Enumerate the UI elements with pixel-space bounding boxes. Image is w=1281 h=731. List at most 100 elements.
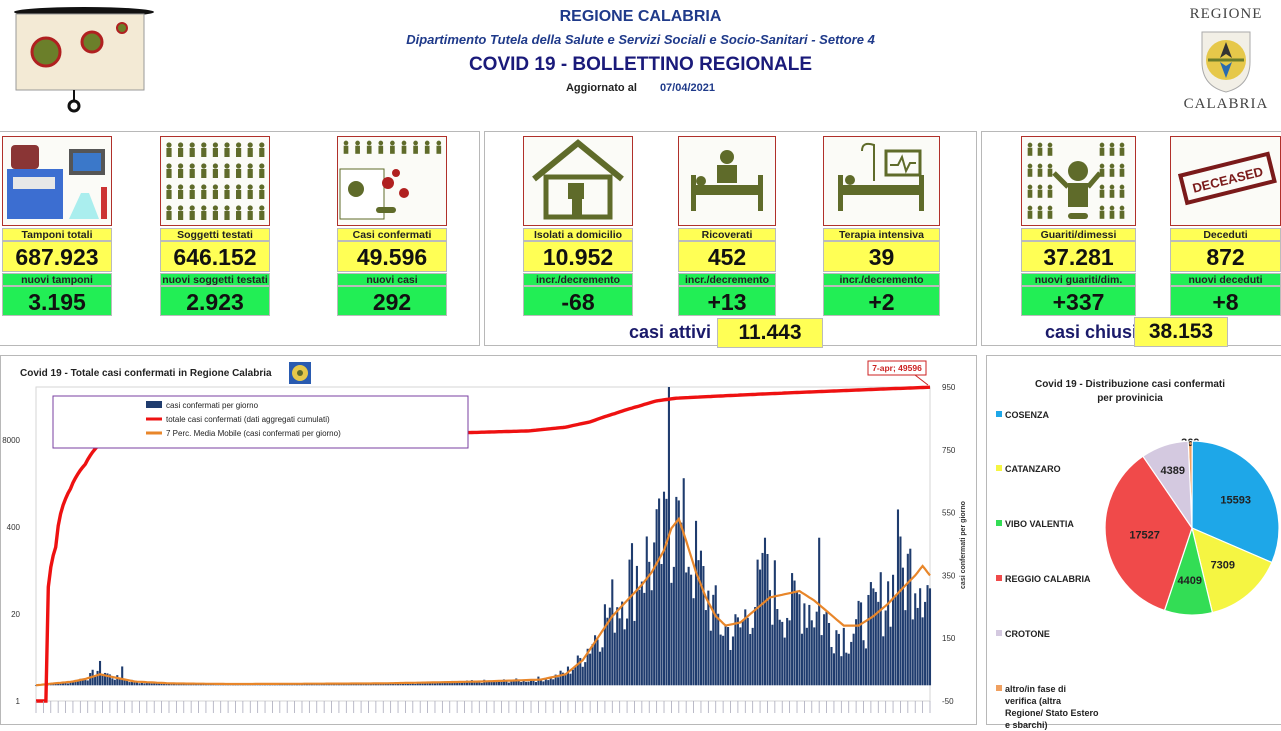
- daily-cases-bar: [433, 683, 437, 686]
- daily-cases-bar: [707, 590, 710, 686]
- closed-cases-value: 38.153: [1134, 317, 1228, 347]
- daily-cases-bar: [89, 673, 92, 686]
- daily-cases-bar: [842, 627, 845, 686]
- daily-cases-bar: [497, 681, 501, 686]
- card-label: Tamponi totali: [2, 228, 112, 241]
- daily-cases-bar: [74, 679, 77, 686]
- daily-cases-bar: [815, 611, 818, 686]
- pie-chart: 369 15593 7309 4409 17527 4389: [1104, 438, 1280, 616]
- daily-cases-bar: [869, 582, 872, 686]
- daily-cases-bar: [697, 560, 700, 686]
- daily-cases-bar: [98, 660, 102, 686]
- daily-cases-bar: [549, 676, 552, 686]
- legend-entry: totale casi confermati (dati aggregati c…: [166, 415, 330, 424]
- card-label: Ricoverati: [678, 228, 776, 241]
- daily-cases-bar: [409, 683, 412, 686]
- daily-cases-bar: [456, 682, 459, 686]
- daily-cases-bar: [675, 496, 678, 686]
- daily-cases-bar: [461, 681, 464, 686]
- daily-cases-bar: [736, 617, 739, 686]
- daily-cases-bar: [857, 600, 860, 686]
- daily-cases-bar: [111, 678, 114, 686]
- daily-cases-bar: [69, 682, 72, 686]
- recovered-person-icon: [1021, 136, 1136, 226]
- daily-cases-bar: [894, 595, 897, 686]
- daily-cases-bar: [547, 680, 550, 686]
- daily-cases-bar: [335, 684, 338, 686]
- daily-cases-bar: [899, 536, 902, 686]
- daily-cases-bar: [424, 682, 427, 686]
- daily-cases-bar: [340, 684, 343, 686]
- daily-cases-bar: [108, 674, 111, 686]
- card-sub-label: nuovi guariti/dim.: [1021, 273, 1136, 286]
- daily-cases-bar: [872, 588, 875, 686]
- virus-logo: [14, 6, 154, 113]
- daily-cases-bar: [685, 572, 688, 686]
- daily-cases-bar: [448, 682, 451, 686]
- left-axis-tick: 1: [16, 697, 21, 706]
- daily-cases-bar: [623, 629, 626, 686]
- region-logo-bottom: CALABRIA: [1183, 96, 1269, 112]
- active-cases-value: 11.443: [717, 318, 823, 348]
- daily-cases-bar: [500, 681, 503, 686]
- daily-cases-bar: [635, 565, 638, 686]
- daily-cases-bar: [596, 639, 599, 686]
- daily-cases-bar: [776, 609, 779, 686]
- daily-cases-bar: [515, 678, 518, 686]
- pie-legend-swatch: [996, 411, 1002, 417]
- daily-cases-bar: [315, 684, 318, 686]
- daily-cases-bar: [778, 619, 781, 686]
- daily-cases-bar: [480, 682, 483, 686]
- daily-cases-bar: [483, 679, 486, 686]
- daily-cases-bar: [638, 589, 641, 686]
- update-date: 07/04/2021: [659, 82, 715, 94]
- timeline-chart: 1 20 400 8000 -50 150 350 550 750 950 casi conferm…: [2, 360, 967, 713]
- daily-cases-bar: [709, 630, 712, 686]
- daily-cases-bar: [64, 682, 67, 686]
- daily-cases-bar: [823, 614, 826, 686]
- legend-entry: casi confermati per giorno: [166, 401, 259, 410]
- card-sub-value: +8: [1170, 286, 1281, 316]
- daily-cases-bar: [658, 498, 661, 686]
- daily-cases-bar: [677, 500, 680, 686]
- infected-people-icon: [337, 136, 447, 226]
- card-sub-label: incr./decremento: [823, 273, 940, 286]
- daily-cases-bar: [714, 585, 717, 686]
- daily-cases-bar: [76, 681, 79, 686]
- daily-cases-bar: [670, 582, 673, 686]
- daily-cases-bar: [416, 682, 419, 686]
- people-icons: [166, 142, 265, 220]
- daily-cases-bar: [628, 559, 631, 686]
- daily-cases-bar: [633, 620, 636, 686]
- pie-slice: [1104, 455, 1193, 612]
- pie-legend-swatch: [996, 520, 1002, 526]
- pie-legend-label: COSENZA: [1005, 410, 1050, 420]
- daily-cases-bar: [712, 594, 715, 686]
- card-label: Guariti/dimessi: [1021, 228, 1136, 241]
- region-logo: REGIONE CALABRIA: [1176, 4, 1276, 116]
- legend-entry: 7 Perc. Media Mobile (casi confermati pe…: [166, 429, 341, 438]
- pie-value-label: 7309: [1211, 560, 1235, 572]
- daily-cases-bar: [537, 676, 540, 686]
- pie-chart-title: Covid 19 - Distribuzione casi confermati…: [1034, 379, 1226, 404]
- daily-cases-bar: [569, 673, 572, 686]
- daily-cases-bar: [766, 553, 769, 686]
- deceased-stamp-icon: DECEASED: [1170, 136, 1281, 226]
- daily-cases-bar: [158, 682, 161, 686]
- daily-cases-bar: [687, 566, 690, 686]
- card-label: Soggetti testati: [160, 228, 270, 241]
- daily-cases-bar: [525, 681, 528, 686]
- daily-cases-bar: [167, 683, 171, 686]
- daily-cases-bar: [352, 684, 355, 686]
- daily-cases-bar: [557, 677, 560, 686]
- daily-cases-bar: [926, 585, 929, 686]
- right-axis-tick: 950: [942, 383, 956, 392]
- daily-cases-bar: [443, 681, 446, 686]
- daily-cases-bar: [81, 678, 84, 686]
- daily-cases-bar: [542, 681, 545, 686]
- daily-cases-bar: [904, 610, 907, 686]
- pie-value-label: 4409: [1178, 575, 1202, 587]
- daily-cases-bar: [441, 682, 444, 686]
- daily-cases-bar: [672, 566, 675, 686]
- daily-cases-bar: [847, 653, 850, 686]
